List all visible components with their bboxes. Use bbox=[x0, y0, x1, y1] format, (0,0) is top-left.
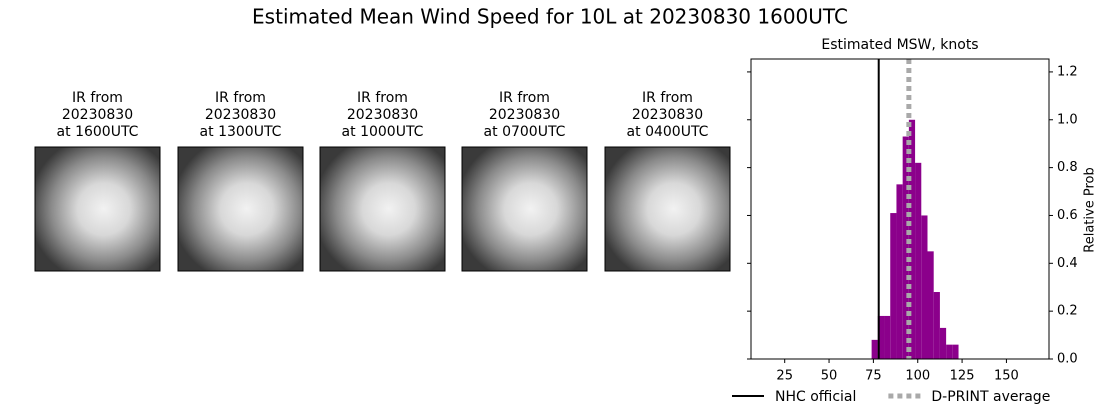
y-tick-label: 0.4 bbox=[1057, 256, 1078, 271]
histogram-bar bbox=[902, 136, 909, 359]
main-title: Estimated Mean Wind Speed for 10L at 202… bbox=[252, 5, 848, 29]
ir-image bbox=[177, 146, 304, 272]
panel-caption: at 0700UTC bbox=[484, 124, 566, 140]
histogram-bar bbox=[952, 344, 959, 359]
y-tick-label: 1.2 bbox=[1057, 64, 1078, 79]
histogram-bar bbox=[927, 251, 934, 359]
axes-title: Estimated MSW, knots bbox=[821, 37, 978, 53]
x-tick-label: 100 bbox=[905, 369, 930, 384]
histogram-bar bbox=[871, 339, 878, 359]
legend-label: NHC official bbox=[775, 389, 856, 405]
histogram-bar bbox=[890, 213, 897, 359]
ir-image bbox=[34, 146, 161, 272]
histogram-bar bbox=[946, 344, 953, 359]
panel-caption: 20230830 bbox=[347, 107, 418, 123]
panel-caption: 20230830 bbox=[62, 107, 133, 123]
panel-caption: 20230830 bbox=[632, 107, 703, 123]
y-tick-label: 0.0 bbox=[1057, 352, 1078, 367]
y-tick-label: 0.8 bbox=[1057, 160, 1078, 175]
x-tick-label: 75 bbox=[865, 369, 882, 384]
ir-image bbox=[461, 146, 588, 272]
panel-caption: 20230830 bbox=[205, 107, 276, 123]
panel-caption: IR from bbox=[499, 90, 550, 106]
x-tick-label: 150 bbox=[994, 369, 1019, 384]
panel-caption: at 1000UTC bbox=[342, 124, 424, 140]
panel-caption: at 1300UTC bbox=[200, 124, 282, 140]
y-tick-label: 0.2 bbox=[1057, 304, 1078, 319]
x-tick-label: 50 bbox=[821, 369, 838, 384]
legend-label: D-PRINT average bbox=[931, 389, 1050, 405]
histogram-bar bbox=[884, 315, 891, 359]
histogram-bar bbox=[908, 119, 916, 359]
ir-image bbox=[604, 146, 731, 272]
histogram-bar bbox=[939, 327, 947, 359]
panel-caption: 20230830 bbox=[489, 107, 560, 123]
panel-caption: IR from bbox=[642, 90, 693, 106]
histogram-bar bbox=[921, 215, 928, 359]
x-tick-label: 25 bbox=[776, 369, 793, 384]
axes-frame bbox=[750, 58, 1050, 360]
y-tick-label: 0.6 bbox=[1057, 208, 1078, 223]
ir-image bbox=[319, 146, 446, 272]
panel-caption: at 0400UTC bbox=[627, 124, 709, 140]
panel-caption: IR from bbox=[215, 90, 266, 106]
panel-caption: IR from bbox=[72, 90, 123, 106]
histogram-bar bbox=[915, 162, 922, 359]
panel-caption: IR from bbox=[357, 90, 408, 106]
histogram-bar bbox=[896, 184, 903, 359]
x-tick-label: 125 bbox=[950, 369, 975, 384]
histogram-bar bbox=[933, 292, 940, 359]
y-axis-label: Relative Prob bbox=[1083, 167, 1098, 252]
histogram-bar bbox=[877, 315, 885, 359]
y-tick-label: 1.0 bbox=[1057, 112, 1078, 127]
panel-caption: at 1600UTC bbox=[57, 124, 139, 140]
